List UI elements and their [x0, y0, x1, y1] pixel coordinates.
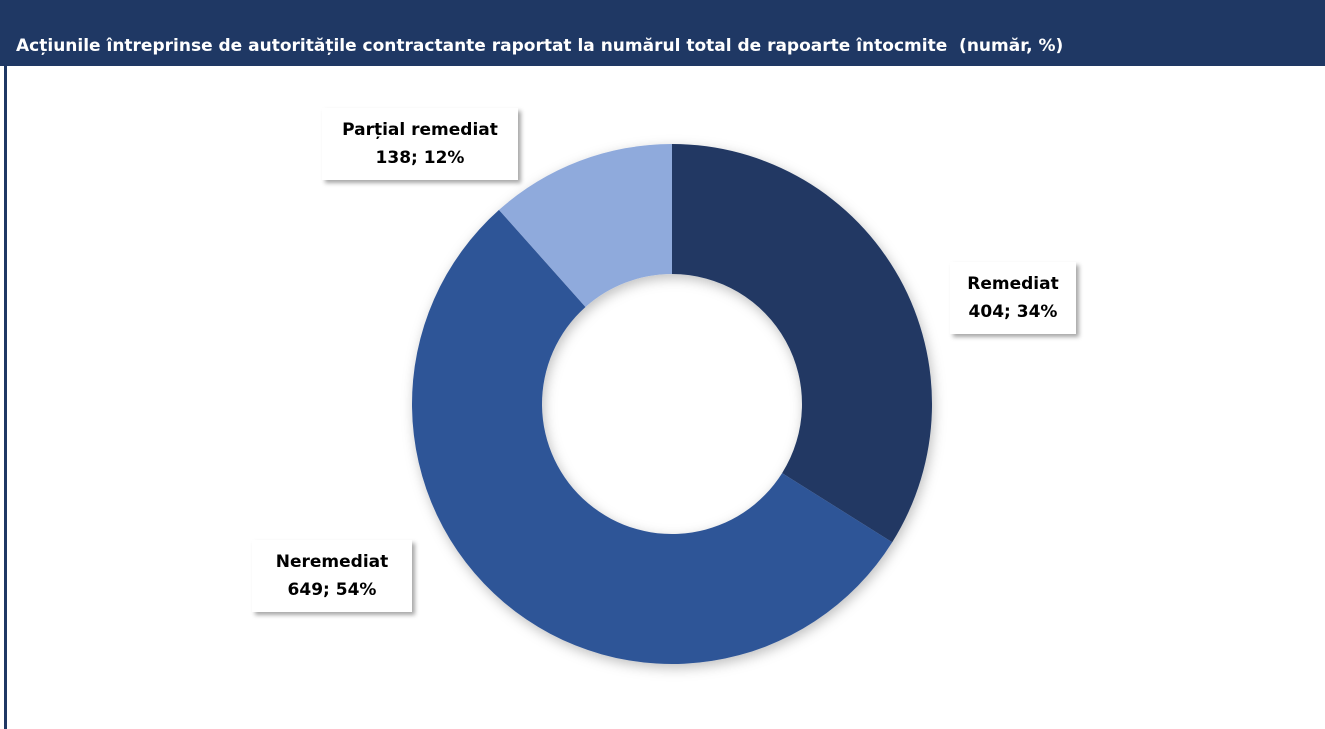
donut	[411, 144, 932, 664]
category-label: Parțial remediat	[342, 120, 498, 140]
label-box	[950, 262, 1076, 334]
chart-title: Acțiunile întreprinse de autoritățile co…	[16, 36, 1063, 56]
value-label: 138; 12%	[376, 148, 465, 168]
value-label: 649; 54%	[288, 580, 377, 600]
category-label: Remediat	[967, 274, 1058, 294]
left-border	[4, 66, 7, 729]
slice	[498, 144, 672, 307]
header-bar	[0, 0, 1325, 66]
value-label: 404; 34%	[969, 302, 1058, 322]
label-box	[322, 108, 518, 180]
category-label: Neremediat	[276, 552, 389, 572]
slice	[672, 144, 932, 543]
label-box	[252, 540, 412, 612]
slice	[411, 209, 893, 664]
